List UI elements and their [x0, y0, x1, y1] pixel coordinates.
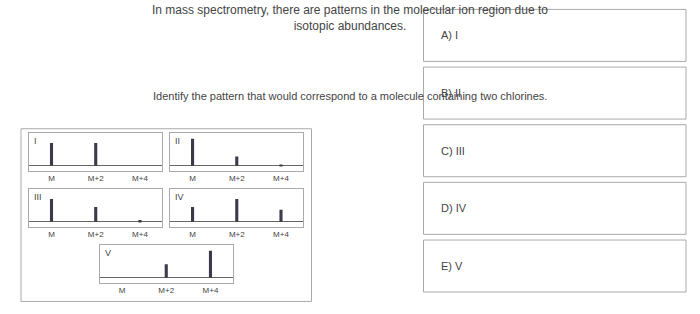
svg-text:A) I: A) I [441, 29, 458, 41]
svg-text:I: I [34, 136, 37, 146]
svg-text:M+2: M+2 [88, 174, 104, 183]
svg-text:M: M [48, 230, 55, 239]
svg-text:M+4: M+4 [132, 174, 148, 183]
svg-text:M+4: M+4 [273, 230, 289, 239]
svg-text:V: V [105, 248, 111, 258]
svg-text:M: M [189, 174, 196, 183]
svg-text:M+4: M+4 [132, 230, 148, 239]
svg-text:E) V: E) V [441, 260, 463, 272]
svg-text:M+4: M+4 [203, 286, 219, 295]
svg-text:C) III: C) III [441, 145, 465, 157]
svg-text:M: M [48, 174, 55, 183]
svg-text:B) II: B) II [441, 87, 461, 99]
svg-text:M+2: M+2 [158, 286, 174, 295]
svg-text:IV: IV [175, 192, 184, 202]
svg-text:D) IV: D) IV [441, 202, 467, 214]
svg-text:M+2: M+2 [88, 230, 104, 239]
svg-text:M: M [119, 286, 126, 295]
svg-text:Identify the pattern that woul: Identify the pattern that would correspo… [153, 90, 547, 102]
svg-text:II: II [175, 136, 180, 146]
svg-text:M: M [189, 230, 196, 239]
svg-text:In mass spectrometry, there ar: In mass spectrometry, there are patterns… [152, 3, 548, 33]
svg-text:III: III [34, 192, 42, 202]
svg-text:M+4: M+4 [273, 174, 289, 183]
svg-text:M+2: M+2 [229, 230, 245, 239]
svg-text:M+2: M+2 [229, 174, 245, 183]
